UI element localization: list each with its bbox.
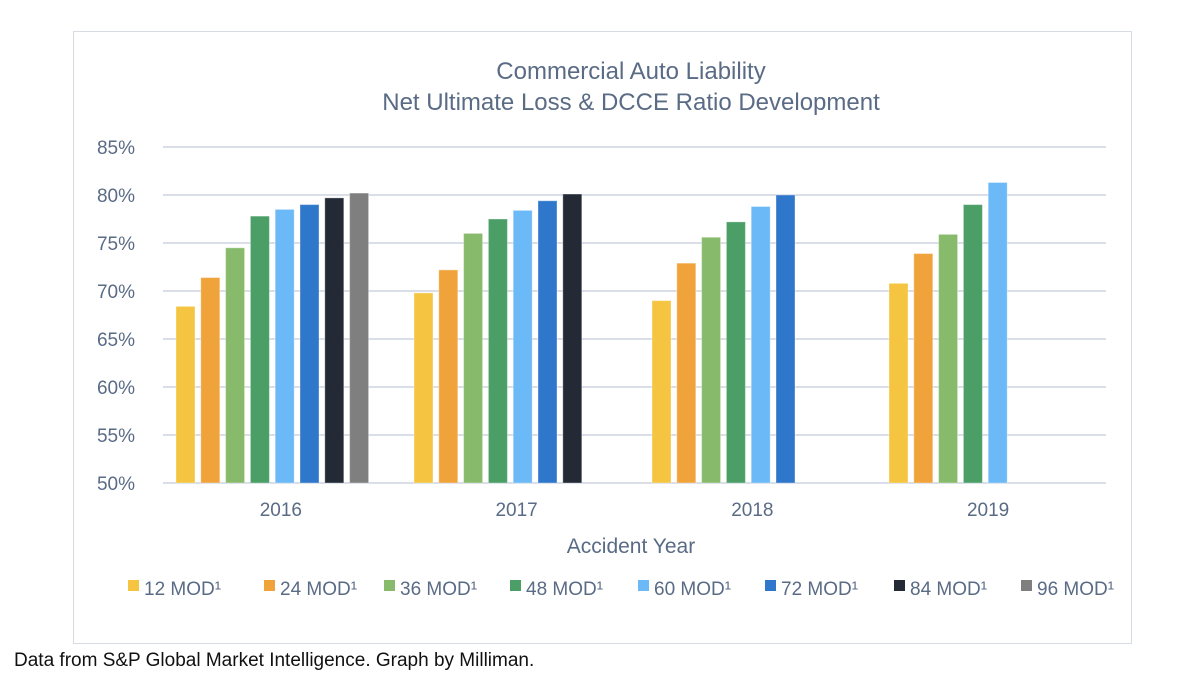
bar-2016-2 — [200, 277, 221, 484]
legend-label-6: 72 MOD¹ — [781, 579, 858, 600]
legend-swatch-8 — [1021, 580, 1032, 591]
y-tick-label: 70% — [97, 282, 135, 303]
legend-swatch-6 — [765, 580, 776, 591]
legend-label-4: 48 MOD¹ — [526, 579, 603, 600]
legend-swatch-2 — [264, 580, 275, 591]
bar-2016-6 — [299, 204, 320, 484]
bar-2016-8 — [349, 192, 370, 484]
bar-2018-1 — [651, 300, 672, 484]
legend-label-2: 24 MOD¹ — [280, 579, 357, 600]
y-tick-label: 75% — [97, 234, 135, 255]
x-tick-label: 2016 — [260, 500, 302, 521]
y-tick-label: 85% — [97, 138, 135, 159]
bar-2016-5 — [274, 208, 295, 484]
legend-swatch-4 — [510, 580, 521, 591]
x-tick-label: 2019 — [967, 500, 1009, 521]
y-tick-label: 80% — [97, 186, 135, 207]
bar-2016-3 — [225, 247, 246, 484]
chart-title-line-2: Net Ultimate Loss & DCCE Ratio Developme… — [382, 89, 880, 116]
bar-2018-6 — [775, 194, 796, 484]
bar-2019-5 — [987, 182, 1008, 484]
legend-label-3: 36 MOD¹ — [400, 579, 477, 600]
bar-2019-2 — [913, 253, 934, 484]
y-tick-label: 65% — [97, 330, 135, 351]
legend-swatch-1 — [128, 580, 139, 591]
y-tick-label: 60% — [97, 378, 135, 399]
bar-2017-1 — [413, 292, 434, 484]
bar-chart: Commercial Auto Liability Net Ultimate Lo… — [97, 58, 1114, 600]
x-tick-label: 2018 — [731, 500, 773, 521]
legend-label-5: 60 MOD¹ — [654, 579, 731, 600]
y-tick-label: 50% — [97, 474, 135, 495]
legend-label-8: 96 MOD¹ — [1037, 579, 1114, 600]
bar-2017-2 — [438, 269, 459, 484]
bar-2018-4 — [725, 221, 746, 484]
legend-swatch-5 — [638, 580, 649, 591]
bar-2017-4 — [487, 218, 508, 484]
x-axis-label: Accident Year — [567, 535, 695, 558]
y-tick-label: 55% — [97, 426, 135, 447]
chart-title-line-1: Commercial Auto Liability — [496, 58, 765, 85]
source-caption: Data from S&P Global Market Intelligence… — [14, 650, 535, 671]
bar-2018-5 — [750, 206, 771, 484]
bar-2017-6 — [537, 200, 558, 484]
bar-2016-1 — [175, 305, 196, 484]
bar-2017-3 — [463, 232, 484, 484]
bar-2018-3 — [701, 236, 722, 484]
legend-swatch-7 — [894, 580, 905, 591]
x-tick-label: 2017 — [495, 500, 537, 521]
bar-2017-7 — [562, 193, 583, 484]
legend-swatch-3 — [384, 580, 395, 591]
chart-frame: Commercial Auto Liability Net Ultimate Lo… — [73, 31, 1132, 644]
bar-2019-1 — [888, 282, 909, 484]
legend-label-7: 84 MOD¹ — [910, 579, 987, 600]
bar-2016-7 — [324, 197, 345, 484]
bar-2018-2 — [676, 262, 697, 484]
bar-2017-5 — [512, 209, 533, 484]
legend-label-1: 12 MOD¹ — [144, 579, 221, 600]
bar-2016-4 — [249, 215, 270, 484]
bar-2019-3 — [938, 233, 959, 484]
bar-2019-4 — [962, 204, 983, 484]
